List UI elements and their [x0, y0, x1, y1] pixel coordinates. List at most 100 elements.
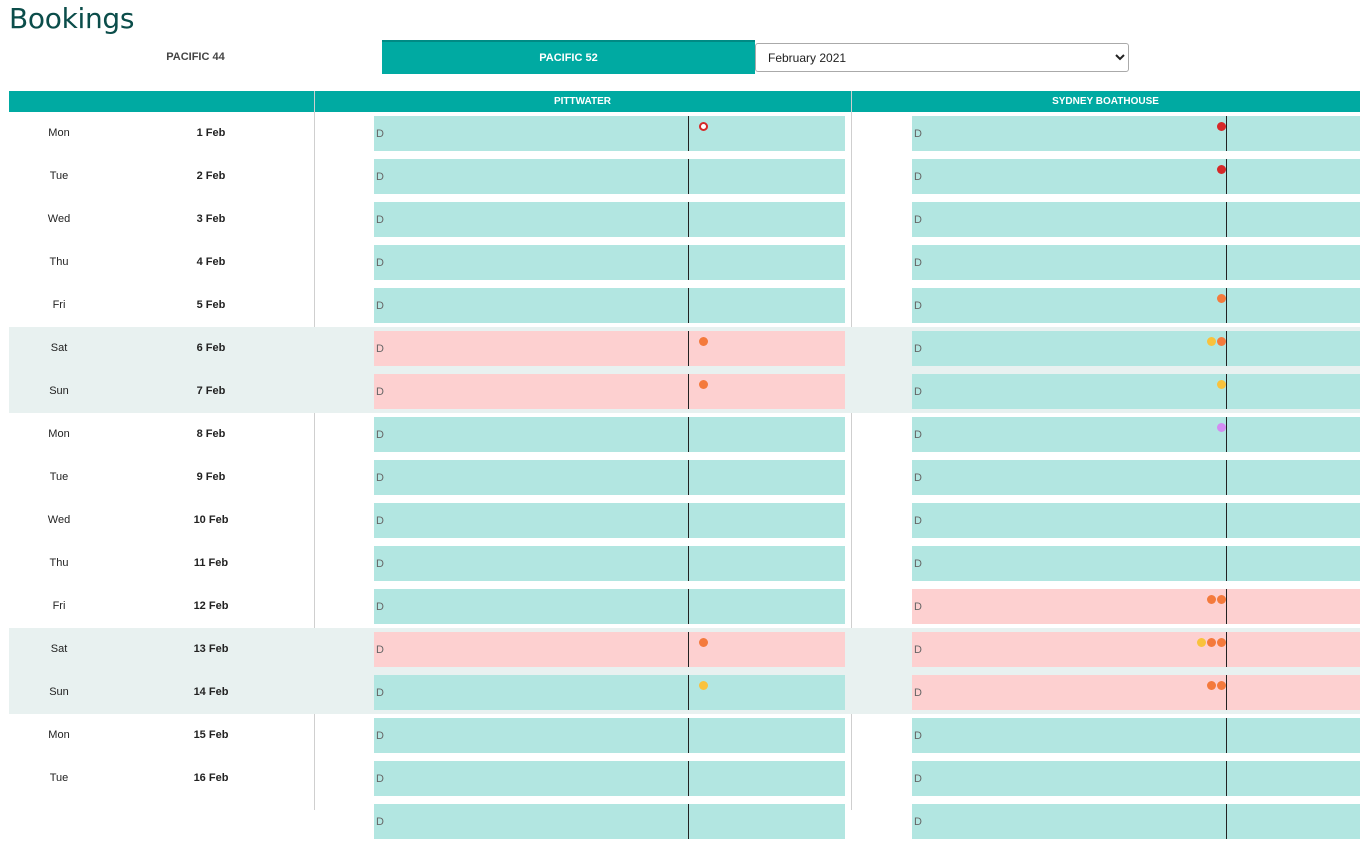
booking-slot-pittwater[interactable]: D [374, 159, 845, 194]
row-date: 15 Feb [193, 729, 229, 741]
booking-dots [1207, 337, 1226, 346]
midday-marker [1226, 589, 1227, 624]
booking-slot-pittwater[interactable]: D [374, 417, 845, 452]
tab-pacific-52[interactable]: PACIFIC 52 [382, 40, 755, 74]
booking-dot-icon[interactable] [1217, 294, 1226, 303]
midday-marker [688, 374, 689, 409]
booking-dot-icon[interactable] [699, 638, 708, 647]
midday-marker [688, 718, 689, 753]
row-date: 6 Feb [196, 342, 226, 354]
booking-slot-pittwater[interactable]: D [374, 116, 845, 151]
booking-dot-icon[interactable] [1207, 337, 1216, 346]
booking-dot-icon[interactable] [699, 337, 708, 346]
booking-slot-pittwater[interactable]: D [374, 589, 845, 624]
slot-mark: D [914, 171, 922, 183]
table-row: Fri 5 Feb D D [9, 284, 1360, 327]
booking-slot-pittwater[interactable]: D [374, 288, 845, 323]
midday-marker [688, 159, 689, 194]
booking-dot-icon[interactable] [1217, 380, 1226, 389]
midday-marker [1226, 374, 1227, 409]
row-date: 9 Feb [196, 471, 226, 483]
midday-marker [688, 245, 689, 280]
booking-slot-sydney[interactable]: D [912, 761, 1360, 796]
booking-dots [1197, 638, 1226, 647]
slot-mark: D [914, 128, 922, 140]
booking-slot-sydney[interactable]: D [912, 589, 1360, 624]
midday-marker [688, 116, 689, 151]
month-select[interactable]: February 2021 [755, 43, 1129, 72]
slot-mark: D [376, 730, 384, 742]
day-of-week: Mon [48, 127, 70, 139]
booking-slot-pittwater[interactable]: D [374, 546, 845, 581]
booking-slot-sydney[interactable]: D [912, 116, 1360, 151]
booking-slot-sydney[interactable]: D [912, 374, 1360, 409]
row-date: 13 Feb [193, 643, 229, 655]
booking-slot-pittwater[interactable]: D [374, 331, 845, 366]
booking-dot-icon[interactable] [1217, 122, 1226, 131]
booking-slot-sydney[interactable]: D [912, 159, 1360, 194]
row-date: 4 Feb [196, 256, 226, 268]
booking-slot-pittwater[interactable]: D [374, 374, 845, 409]
booking-dot-icon[interactable] [1197, 638, 1206, 647]
booking-dots [699, 681, 708, 690]
booking-slot-pittwater[interactable]: D [374, 202, 845, 237]
booking-slot-pittwater[interactable]: D [374, 245, 845, 280]
booking-slot-sydney[interactable]: D [912, 718, 1360, 753]
booking-slot-pittwater[interactable]: D [374, 718, 845, 753]
booking-dot-icon[interactable] [1217, 337, 1226, 346]
booking-slot-sydney[interactable]: D [912, 632, 1360, 667]
booking-slot-pittwater[interactable]: D [374, 503, 845, 538]
slot-mark: D [376, 601, 384, 613]
midday-marker [688, 460, 689, 495]
booking-slot-sydney[interactable]: D [912, 546, 1360, 581]
booking-dots [699, 337, 708, 346]
midday-marker [1226, 675, 1227, 710]
booking-dot-icon[interactable] [1207, 595, 1216, 604]
midday-marker [1226, 460, 1227, 495]
booking-dot-icon[interactable] [1217, 423, 1226, 432]
booking-slot-sydney[interactable]: D [912, 245, 1360, 280]
booking-dot-icon[interactable] [699, 380, 708, 389]
midday-marker [688, 804, 689, 839]
booking-dot-icon[interactable] [1217, 165, 1226, 174]
booking-slot-sydney[interactable]: D [912, 460, 1360, 495]
booking-slot-sydney[interactable]: D [912, 417, 1360, 452]
column-header-pittwater: PITTWATER [553, 96, 612, 107]
table-row: Thu 4 Feb D D [9, 241, 1360, 284]
slot-mark: D [376, 171, 384, 183]
booking-dot-icon[interactable] [1207, 638, 1216, 647]
booking-dot-icon[interactable] [1217, 595, 1226, 604]
day-of-week: Sun [49, 686, 69, 698]
booking-slot-pittwater[interactable]: D [374, 632, 845, 667]
day-of-week: Sun [49, 385, 69, 397]
midday-marker [1226, 245, 1227, 280]
booking-dots [1217, 294, 1226, 303]
table-row: Sun 7 Feb D D [9, 370, 1360, 413]
booking-dot-icon[interactable] [1217, 681, 1226, 690]
booking-slot-pittwater[interactable]: D [374, 761, 845, 796]
booking-slot-sydney[interactable]: D [912, 202, 1360, 237]
booking-slot-sydney[interactable]: D [912, 804, 1360, 839]
booking-dot-icon[interactable] [1217, 638, 1226, 647]
booking-slot-sydney[interactable]: D [912, 288, 1360, 323]
booking-slot-sydney[interactable]: D [912, 331, 1360, 366]
slot-mark: D [914, 644, 922, 656]
slot-mark: D [914, 773, 922, 785]
booking-slot-pittwater[interactable]: D [374, 804, 845, 839]
booking-slot-sydney[interactable]: D [912, 675, 1360, 710]
booking-dot-icon[interactable] [1207, 681, 1216, 690]
row-date: 16 Feb [193, 772, 229, 784]
booking-slot-pittwater[interactable]: D [374, 460, 845, 495]
booking-dots [699, 380, 708, 389]
booking-slot-sydney[interactable]: D [912, 503, 1360, 538]
slot-mark: D [376, 558, 384, 570]
tab-pacific-44[interactable]: PACIFIC 44 [166, 51, 225, 63]
booking-dot-icon[interactable] [699, 122, 708, 131]
row-date: 11 Feb [193, 557, 229, 569]
booking-slot-pittwater[interactable]: D [374, 675, 845, 710]
booking-dots [1217, 423, 1226, 432]
midday-marker [688, 546, 689, 581]
slot-mark: D [376, 343, 384, 355]
day-of-week: Sat [50, 643, 68, 655]
booking-dot-icon[interactable] [699, 681, 708, 690]
